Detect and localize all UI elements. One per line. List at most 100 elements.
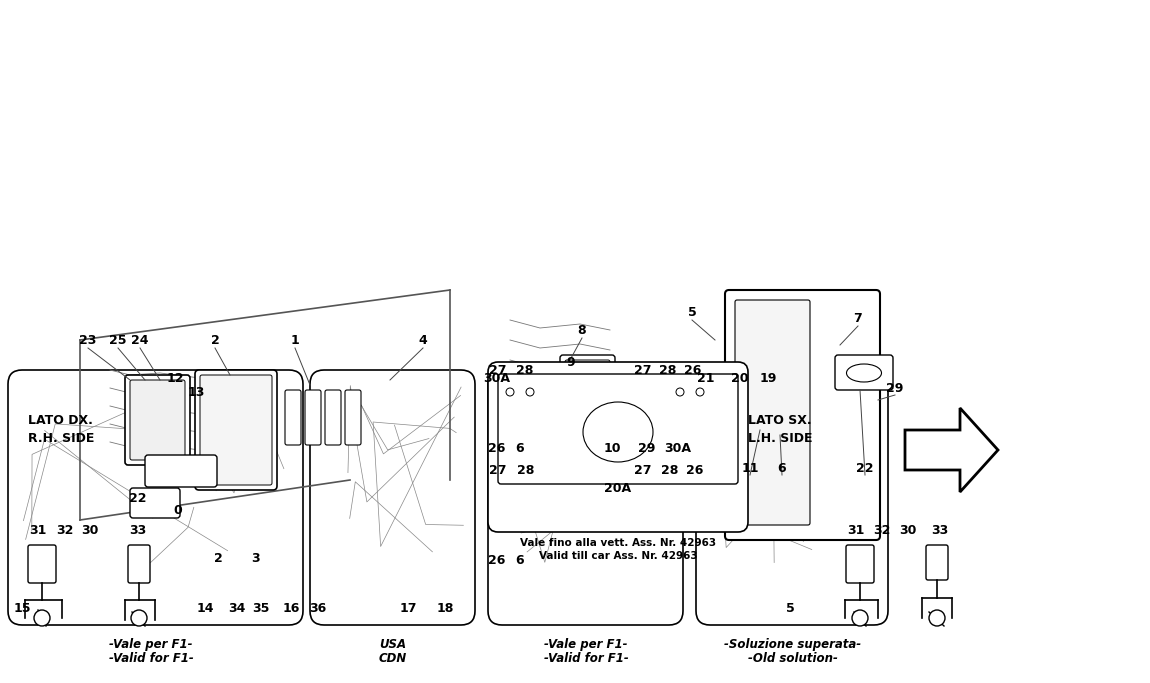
Text: -Soluzione superata-: -Soluzione superata- — [724, 638, 861, 651]
FancyBboxPatch shape — [668, 370, 682, 430]
Bar — [700, 374, 884, 579]
Text: 0: 0 — [174, 503, 183, 516]
FancyBboxPatch shape — [926, 545, 948, 580]
Text: 28: 28 — [661, 464, 678, 477]
Text: 18: 18 — [436, 602, 454, 615]
Text: 26: 26 — [489, 441, 506, 454]
Circle shape — [506, 388, 514, 396]
Text: 21: 21 — [697, 372, 715, 385]
Text: 28: 28 — [659, 363, 676, 376]
FancyBboxPatch shape — [835, 355, 894, 390]
FancyBboxPatch shape — [488, 362, 748, 532]
Text: 30: 30 — [82, 523, 99, 537]
FancyBboxPatch shape — [305, 390, 321, 445]
Text: 26: 26 — [489, 553, 506, 566]
FancyBboxPatch shape — [130, 380, 185, 460]
Text: 7: 7 — [853, 311, 862, 324]
Bar — [12, 374, 299, 579]
Text: 20: 20 — [731, 372, 749, 385]
FancyBboxPatch shape — [310, 370, 475, 625]
Circle shape — [852, 610, 868, 626]
Text: Valid till car Ass. Nr. 42963: Valid till car Ass. Nr. 42963 — [538, 551, 697, 561]
FancyBboxPatch shape — [615, 370, 629, 430]
Text: 26: 26 — [687, 464, 704, 477]
Text: 29: 29 — [638, 441, 655, 454]
FancyBboxPatch shape — [735, 300, 810, 525]
Text: 30A: 30A — [483, 372, 511, 385]
Text: 23: 23 — [79, 333, 97, 346]
FancyBboxPatch shape — [560, 355, 615, 425]
FancyBboxPatch shape — [125, 375, 190, 465]
Text: LATO SX.
L.H. SIDE: LATO SX. L.H. SIDE — [748, 415, 813, 445]
FancyBboxPatch shape — [285, 390, 301, 445]
Text: 29: 29 — [887, 382, 904, 395]
FancyBboxPatch shape — [8, 370, 302, 625]
Ellipse shape — [846, 364, 882, 382]
Text: 30: 30 — [899, 523, 917, 537]
Bar — [492, 374, 678, 579]
Text: 22: 22 — [129, 492, 147, 505]
Text: 10: 10 — [604, 441, 621, 454]
FancyBboxPatch shape — [28, 545, 56, 583]
Text: 32: 32 — [56, 523, 74, 537]
Text: 6: 6 — [515, 553, 524, 566]
Circle shape — [526, 388, 534, 396]
Text: 35: 35 — [252, 602, 270, 615]
Circle shape — [34, 610, 49, 626]
FancyBboxPatch shape — [724, 290, 880, 540]
Text: 11: 11 — [742, 462, 759, 475]
FancyBboxPatch shape — [128, 545, 150, 583]
Text: 5: 5 — [688, 305, 697, 318]
FancyBboxPatch shape — [200, 375, 273, 485]
Text: 19: 19 — [759, 372, 776, 385]
Text: 20A: 20A — [605, 482, 631, 494]
Polygon shape — [905, 408, 998, 492]
Text: 17: 17 — [399, 602, 416, 615]
Text: -Vale per F1-: -Vale per F1- — [109, 638, 193, 651]
Circle shape — [131, 610, 147, 626]
Ellipse shape — [583, 402, 653, 462]
Circle shape — [696, 388, 704, 396]
Text: 27: 27 — [635, 363, 652, 376]
Circle shape — [676, 388, 684, 396]
Text: -Valid for F1-: -Valid for F1- — [108, 652, 193, 665]
Text: 27: 27 — [489, 363, 507, 376]
Text: 28: 28 — [516, 363, 534, 376]
FancyBboxPatch shape — [196, 370, 277, 490]
Text: 9: 9 — [567, 355, 575, 369]
Text: 6: 6 — [515, 441, 524, 454]
Text: 30A: 30A — [665, 441, 691, 454]
Text: 6: 6 — [777, 462, 787, 475]
Text: LATO DX.
R.H. SIDE: LATO DX. R.H. SIDE — [28, 415, 94, 445]
Text: 27: 27 — [489, 464, 507, 477]
Text: CDN: CDN — [378, 652, 407, 665]
Circle shape — [929, 610, 945, 626]
FancyBboxPatch shape — [632, 370, 646, 430]
Text: -Old solution-: -Old solution- — [748, 652, 838, 665]
Text: 13: 13 — [187, 385, 205, 398]
Text: 4: 4 — [419, 333, 428, 346]
Text: 5: 5 — [785, 602, 795, 615]
Text: 25: 25 — [109, 333, 126, 346]
Text: 3: 3 — [251, 551, 259, 565]
Text: 34: 34 — [229, 602, 246, 615]
FancyBboxPatch shape — [145, 455, 217, 487]
Text: 22: 22 — [857, 462, 874, 475]
Text: 2: 2 — [214, 551, 222, 565]
Text: Vale fino alla vett. Ass. Nr. 42963: Vale fino alla vett. Ass. Nr. 42963 — [520, 538, 716, 548]
Bar — [314, 374, 472, 579]
Text: 26: 26 — [684, 363, 702, 376]
Text: -Valid for F1-: -Valid for F1- — [544, 652, 628, 665]
Text: 16: 16 — [282, 602, 300, 615]
FancyBboxPatch shape — [345, 390, 361, 445]
FancyBboxPatch shape — [696, 370, 888, 625]
Text: 24: 24 — [131, 333, 148, 346]
Text: 31: 31 — [29, 523, 47, 537]
Text: -Vale per F1-: -Vale per F1- — [544, 638, 628, 651]
Text: 31: 31 — [848, 523, 865, 537]
Text: 33: 33 — [129, 523, 147, 537]
Text: 12: 12 — [167, 372, 184, 385]
Text: 15: 15 — [14, 602, 31, 615]
FancyBboxPatch shape — [488, 370, 683, 625]
Text: 33: 33 — [932, 523, 949, 537]
